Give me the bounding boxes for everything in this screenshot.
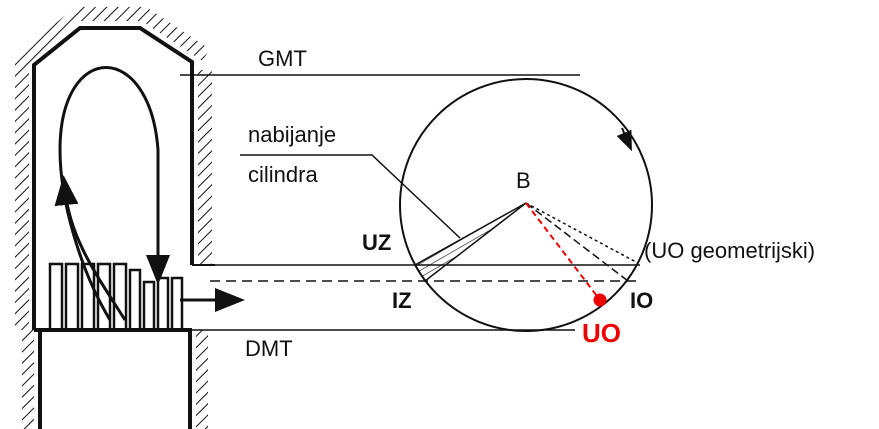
piston-fins [48, 262, 184, 332]
point-label: UZ [362, 230, 391, 255]
point-label: IO [630, 288, 653, 313]
dmt-label: DMT [245, 336, 293, 361]
point-label: B [516, 168, 531, 193]
label: cilindra [248, 162, 318, 187]
point-label: (UO geometrijski) [644, 238, 815, 263]
flow-arrows [54, 66, 245, 321]
point-label: IZ [392, 288, 412, 313]
cylinder [15, 7, 215, 429]
point-label: UO [582, 318, 621, 348]
crank-circle [399, 78, 653, 332]
gmt-label: GMT [258, 46, 307, 71]
label: nabijanje [248, 122, 336, 147]
